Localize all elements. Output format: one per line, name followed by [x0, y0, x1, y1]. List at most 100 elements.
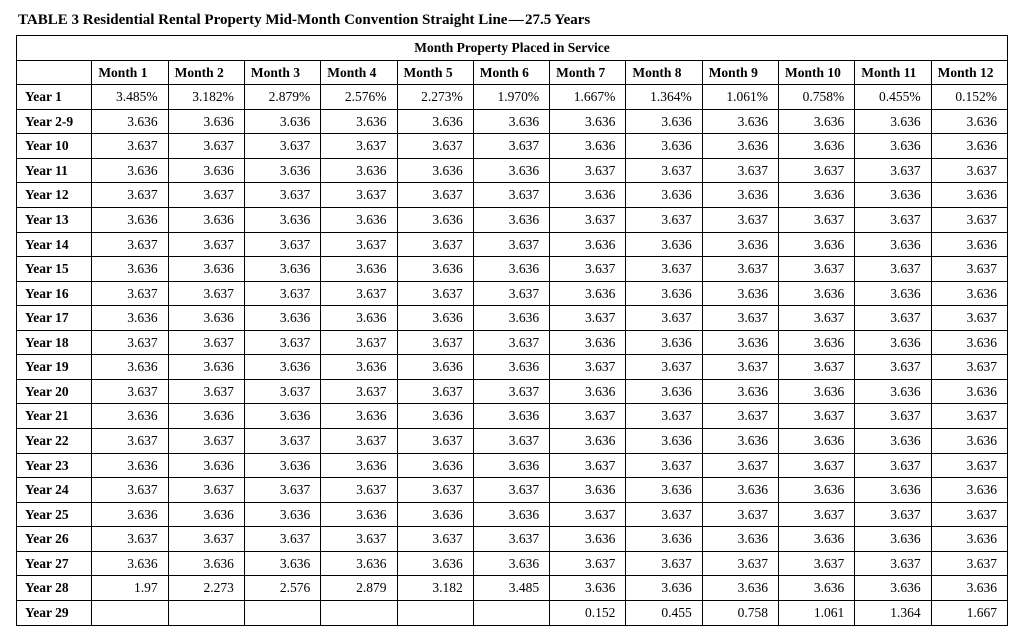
cell: 3.636	[321, 207, 397, 232]
cell: 3.636	[244, 551, 320, 576]
cell: 3.637	[92, 183, 168, 208]
cell: 3.637	[550, 453, 626, 478]
cell: 3.636	[321, 355, 397, 380]
row-label: Year 20	[17, 379, 92, 404]
cell: 3.636	[550, 134, 626, 159]
cell: 3.636	[931, 478, 1007, 503]
cell: 3.637	[168, 379, 244, 404]
row-label: Year 29	[17, 600, 92, 625]
cell: 3.636	[855, 527, 931, 552]
cell: 1.061	[778, 600, 854, 625]
col-header-month-6: Month 6	[473, 60, 549, 85]
cell: 3.637	[473, 379, 549, 404]
cell: 3.636	[778, 429, 854, 454]
table-row: Year 163.6373.6373.6373.6373.6373.6373.6…	[17, 281, 1008, 306]
cell: 3.637	[92, 330, 168, 355]
table-row: Year 2-93.6363.6363.6363.6363.6363.6363.…	[17, 109, 1008, 134]
cell: 3.636	[778, 281, 854, 306]
cell: 3.637	[92, 134, 168, 159]
cell: 3.637	[397, 429, 473, 454]
cell: 3.636	[321, 257, 397, 282]
cell: 3.637	[473, 527, 549, 552]
cell: 3.636	[473, 109, 549, 134]
col-header-month-4: Month 4	[321, 60, 397, 85]
cell: 3.637	[626, 453, 702, 478]
cell: 3.637	[778, 306, 854, 331]
cell: 3.636	[397, 502, 473, 527]
table-row: Year 223.6373.6373.6373.6373.6373.6373.6…	[17, 429, 1008, 454]
table-row: Year 143.6373.6373.6373.6373.6373.6373.6…	[17, 232, 1008, 257]
cell: 3.637	[855, 207, 931, 232]
cell: 3.636	[321, 502, 397, 527]
cell: 3.636	[550, 330, 626, 355]
cell: 1.667	[931, 600, 1007, 625]
cell: 3.636	[855, 232, 931, 257]
cell: 3.636	[473, 355, 549, 380]
cell: 3.636	[702, 134, 778, 159]
cell: 3.637	[550, 306, 626, 331]
cell: 3.636	[778, 232, 854, 257]
cell: 3.637	[397, 379, 473, 404]
cell: 3.636	[855, 109, 931, 134]
cell: 3.636	[397, 551, 473, 576]
cell	[244, 600, 320, 625]
cell: 3.637	[92, 527, 168, 552]
cell: 2.879	[321, 576, 397, 601]
table-title: TABLE 3 Residential Rental Property Mid-…	[18, 12, 1008, 29]
cell: 3.637	[92, 379, 168, 404]
row-label: Year 14	[17, 232, 92, 257]
cell: 2.273%	[397, 85, 473, 110]
cell: 3.636	[626, 429, 702, 454]
cell: 0.758%	[778, 85, 854, 110]
cell: 3.637	[473, 281, 549, 306]
cell: 3.637	[702, 551, 778, 576]
row-label: Year 23	[17, 453, 92, 478]
table-row: Year 13.485%3.182%2.879%2.576%2.273%1.97…	[17, 85, 1008, 110]
cell: 3.637	[168, 134, 244, 159]
cell: 3.636	[550, 527, 626, 552]
row-label: Year 11	[17, 158, 92, 183]
cell: 3.485%	[92, 85, 168, 110]
cell: 3.636	[855, 134, 931, 159]
cell: 3.636	[855, 576, 931, 601]
cell: 3.637	[321, 478, 397, 503]
cell: 3.636	[702, 232, 778, 257]
cell: 2.576	[244, 576, 320, 601]
cell: 2.576%	[321, 85, 397, 110]
cell: 3.637	[855, 306, 931, 331]
table-row: Year 243.6373.6373.6373.6373.6373.6373.6…	[17, 478, 1008, 503]
cell: 3.636	[244, 257, 320, 282]
cell: 3.637	[244, 478, 320, 503]
cell: 3.637	[778, 257, 854, 282]
blank-corner	[17, 60, 92, 85]
cell: 0.455%	[855, 85, 931, 110]
cell: 3.637	[321, 330, 397, 355]
cell: 3.636	[321, 158, 397, 183]
row-label: Year 16	[17, 281, 92, 306]
cell: 3.637	[92, 478, 168, 503]
cell: 3.637	[244, 330, 320, 355]
cell: 3.637	[397, 527, 473, 552]
cell: 3.636	[550, 232, 626, 257]
cell: 1.97	[92, 576, 168, 601]
cell: 3.636	[473, 453, 549, 478]
cell: 3.636	[855, 379, 931, 404]
cell: 3.636	[550, 576, 626, 601]
row-label: Year 19	[17, 355, 92, 380]
col-header-month-9: Month 9	[702, 60, 778, 85]
row-label: Year 17	[17, 306, 92, 331]
cell: 3.636	[550, 429, 626, 454]
cell	[473, 600, 549, 625]
cell: 3.636	[778, 527, 854, 552]
cell: 3.636	[244, 453, 320, 478]
cell: 3.636	[168, 355, 244, 380]
cell: 3.637	[321, 429, 397, 454]
cell: 0.152	[550, 600, 626, 625]
col-header-month-8: Month 8	[626, 60, 702, 85]
table-row: Year 133.6363.6363.6363.6363.6363.6363.6…	[17, 207, 1008, 232]
cell: 3.636	[92, 453, 168, 478]
cell: 3.636	[931, 429, 1007, 454]
table-row: Year 290.1520.4550.7581.0611.3641.667	[17, 600, 1008, 625]
cell: 3.636	[778, 134, 854, 159]
cell: 3.636	[702, 478, 778, 503]
